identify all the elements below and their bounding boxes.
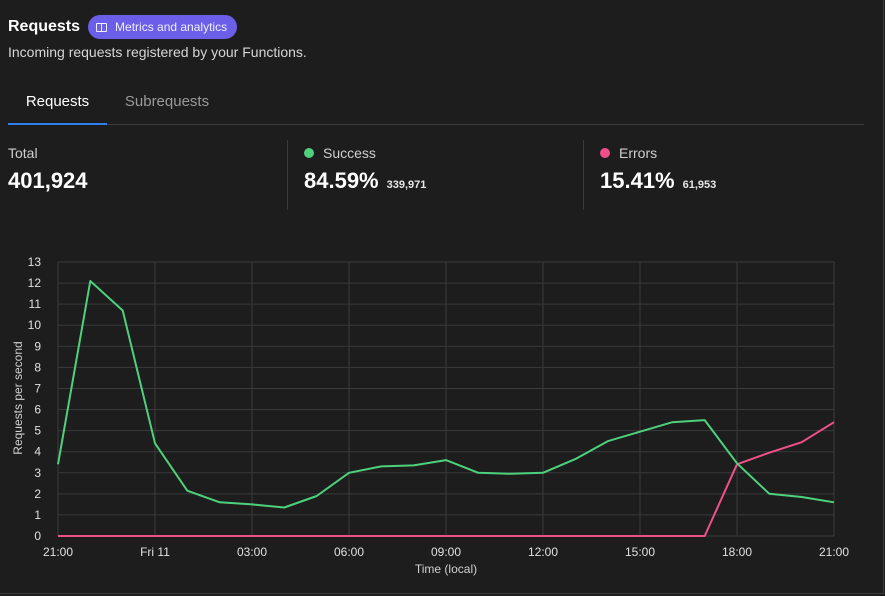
x-axis-label: Time (local) — [415, 562, 477, 576]
y-tick-label: 0 — [34, 529, 41, 543]
stat-errors-count: 61,953 — [682, 179, 717, 191]
x-tick-label: 09:00 — [431, 545, 461, 559]
stat-total-value: 401,924 — [8, 168, 88, 193]
card-header: Requests Metrics and analytics — [8, 15, 238, 39]
stat-errors: Errors 15.41% 61,953 — [600, 140, 716, 210]
x-axis-ticks: 21:00 Fri 11 03:00 06:00 09:00 12:00 15:00 18:0… — [43, 545, 849, 559]
book-icon — [96, 22, 108, 32]
y-tick-label: 5 — [34, 424, 41, 438]
y-tick-label: 8 — [34, 360, 41, 374]
y-tick-label: 10 — [28, 318, 42, 332]
x-tick-label: 21:00 — [819, 545, 849, 559]
y-tick-label: 7 — [34, 381, 41, 395]
stat-total: Total 401,924 — [8, 140, 88, 210]
series-line-errors[interactable] — [58, 421, 835, 537]
stat-errors-percent: 15.41% — [600, 168, 675, 193]
stat-divider — [287, 140, 288, 210]
y-tick-label: 4 — [34, 445, 41, 459]
x-tick-label: 21:00 — [43, 545, 73, 559]
y-tick-label: 3 — [34, 466, 41, 480]
errors-dot-icon — [600, 148, 610, 158]
x-tick-label: 18:00 — [722, 545, 752, 559]
card-title: Requests — [8, 18, 81, 35]
stat-success-percent: 84.59% — [304, 168, 379, 193]
y-tick-label: 13 — [28, 255, 42, 269]
stat-total-label: Total — [8, 145, 38, 161]
success-dot-icon — [304, 148, 314, 158]
chart-grid — [57, 261, 835, 537]
x-tick-label: 12:00 — [528, 545, 558, 559]
x-tick-label: 15:00 — [625, 545, 655, 559]
stat-success: Success 84.59% 339,971 — [304, 140, 426, 210]
y-tick-label: 1 — [34, 508, 41, 522]
x-tick-label: 06:00 — [334, 545, 364, 559]
y-tick-label: 6 — [34, 403, 41, 417]
stat-divider — [583, 140, 584, 210]
y-axis-label: Requests per second — [11, 341, 25, 454]
stat-success-label: Success — [323, 145, 376, 161]
x-tick-label: Fri 11 — [140, 545, 170, 559]
tab-bar: Requests Subrequests — [8, 80, 864, 125]
series-line-success[interactable] — [57, 280, 835, 509]
y-tick-label: 11 — [29, 297, 42, 311]
y-tick-label: 9 — [34, 339, 41, 353]
stat-errors-label: Errors — [619, 145, 658, 161]
chart-series — [57, 280, 835, 537]
card-subtitle: Incoming requests registered by your Fun… — [8, 44, 307, 60]
metrics-analytics-badge[interactable]: Metrics and analytics — [88, 15, 238, 39]
x-tick-label: 03:00 — [237, 545, 267, 559]
badge-label: Metrics and analytics — [115, 20, 228, 34]
y-tick-label: 12 — [28, 276, 42, 290]
y-tick-label: 2 — [34, 487, 41, 501]
stat-success-count: 339,971 — [386, 179, 427, 191]
tab-requests[interactable]: Requests — [8, 80, 107, 125]
tab-subrequests[interactable]: Subrequests — [124, 93, 210, 110]
